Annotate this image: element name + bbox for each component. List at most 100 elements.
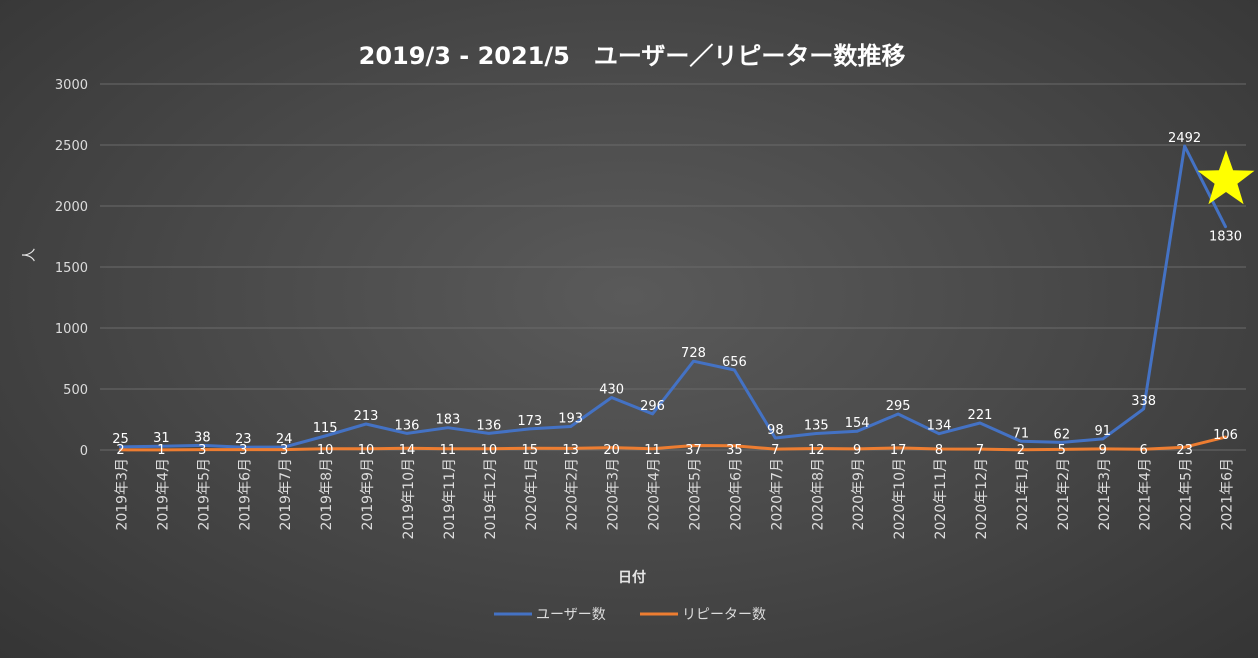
x-tick-label: 2019年10月 bbox=[401, 458, 417, 539]
data-label: 17 bbox=[890, 443, 907, 458]
x-tick-label: 2019年6月 bbox=[237, 458, 253, 531]
data-label: 5 bbox=[1058, 443, 1066, 458]
legend-label: リピーター数 bbox=[682, 607, 766, 623]
x-tick-label: 2020年12月 bbox=[974, 458, 990, 539]
data-label: 15 bbox=[521, 443, 538, 458]
chart-title: 2019/3 - 2021/5 ユーザー／リピーター数推移 bbox=[359, 42, 906, 70]
x-tick-label: 2019年9月 bbox=[360, 458, 376, 531]
star-icon bbox=[1197, 150, 1255, 205]
x-tick-label: 2019年8月 bbox=[319, 458, 335, 531]
x-tick-label: 2019年11月 bbox=[442, 458, 458, 539]
data-label: 193 bbox=[558, 411, 583, 426]
x-tick-label: 2021年2月 bbox=[1056, 458, 1072, 531]
y-tick-label: 0 bbox=[80, 444, 88, 459]
y-tick-label: 1000 bbox=[55, 322, 88, 337]
data-label: 37 bbox=[685, 443, 702, 458]
data-label: 14 bbox=[399, 443, 416, 458]
data-label: 38 bbox=[194, 430, 211, 445]
x-tick-label: 2021年6月 bbox=[1220, 458, 1236, 531]
y-tick-label: 3000 bbox=[55, 78, 88, 93]
x-tick-label: 2019年3月 bbox=[114, 458, 130, 531]
data-label: 35 bbox=[726, 443, 743, 458]
x-tick-label: 2021年4月 bbox=[1138, 458, 1154, 531]
legend: ユーザー数 リピーター数 bbox=[494, 607, 766, 623]
data-label: 9 bbox=[853, 443, 861, 458]
data-label: 3 bbox=[280, 443, 288, 458]
x-tick-label: 2020年8月 bbox=[810, 458, 826, 531]
data-label: 20 bbox=[603, 443, 620, 458]
data-label: 296 bbox=[640, 399, 665, 414]
data-label: 23 bbox=[235, 432, 252, 447]
data-label: 115 bbox=[313, 421, 338, 436]
data-label: 10 bbox=[481, 443, 498, 458]
data-label: 98 bbox=[767, 423, 784, 438]
data-label: 728 bbox=[681, 346, 706, 361]
x-tick-label: 2020年7月 bbox=[769, 458, 785, 531]
x-tick-label: 2020年1月 bbox=[524, 458, 540, 531]
data-label: 338 bbox=[1131, 394, 1156, 409]
x-tick-label: 2020年3月 bbox=[606, 458, 622, 531]
y-axis-ticks: 0 500 1000 1500 2000 2500 3000 bbox=[55, 78, 88, 459]
annotation bbox=[1197, 150, 1255, 205]
series-lines bbox=[119, 144, 1227, 452]
data-label: 3 bbox=[239, 443, 247, 458]
y-tick-label: 500 bbox=[63, 383, 88, 398]
data-label: 3 bbox=[198, 443, 206, 458]
x-axis-ticks: 2019年3月 2019年4月 2019年5月 2019年6月 2019年7月 2019年… bbox=[114, 458, 1235, 539]
y-tick-label: 1500 bbox=[55, 261, 88, 276]
data-label: 221 bbox=[968, 408, 993, 423]
data-label: 2 bbox=[1017, 443, 1025, 458]
data-label: 10 bbox=[317, 443, 334, 458]
data-label: 173 bbox=[517, 414, 542, 429]
data-label: 2492 bbox=[1168, 131, 1201, 146]
data-label: 24 bbox=[276, 432, 293, 447]
data-label: 91 bbox=[1094, 424, 1111, 439]
data-label: 154 bbox=[845, 416, 870, 431]
x-tick-label: 2020年6月 bbox=[728, 458, 744, 531]
data-label: 213 bbox=[354, 409, 379, 424]
data-label: 6 bbox=[1140, 443, 1148, 458]
x-tick-label: 2019年12月 bbox=[483, 458, 499, 539]
x-tick-label: 2019年4月 bbox=[155, 458, 171, 531]
data-label: 135 bbox=[804, 419, 829, 434]
x-tick-label: 2020年5月 bbox=[687, 458, 703, 531]
data-label: 23 bbox=[1176, 443, 1193, 458]
x-tick-label: 2019年5月 bbox=[196, 458, 212, 531]
data-label: 11 bbox=[440, 443, 457, 458]
data-label: 7 bbox=[976, 443, 984, 458]
data-label: 62 bbox=[1054, 427, 1071, 442]
x-tick-label: 2021年3月 bbox=[1097, 458, 1113, 531]
series-line bbox=[119, 435, 1227, 452]
x-axis-label: 日付 bbox=[618, 569, 646, 586]
y-axis-label: 人 bbox=[22, 248, 38, 262]
data-label: 1830 bbox=[1209, 230, 1242, 245]
data-label: 183 bbox=[435, 413, 460, 428]
series-line bbox=[119, 144, 1227, 449]
data-label: 134 bbox=[927, 419, 952, 434]
data-label: 13 bbox=[562, 443, 579, 458]
data-label: 656 bbox=[722, 355, 747, 370]
data-label: 12 bbox=[808, 443, 825, 458]
data-label: 8 bbox=[935, 443, 943, 458]
data-label: 430 bbox=[599, 383, 624, 398]
x-tick-label: 2020年2月 bbox=[565, 458, 581, 531]
x-tick-label: 2020年11月 bbox=[933, 458, 949, 539]
x-tick-label: 2019年7月 bbox=[278, 458, 294, 531]
y-tick-label: 2000 bbox=[55, 200, 88, 215]
data-label: 11 bbox=[644, 443, 661, 458]
data-label: 31 bbox=[153, 431, 170, 446]
x-tick-label: 2020年4月 bbox=[647, 458, 663, 531]
gridlines bbox=[100, 83, 1246, 451]
y-tick-label: 2500 bbox=[55, 139, 88, 154]
legend-label: ユーザー数 bbox=[536, 607, 606, 623]
data-label: 2 bbox=[116, 443, 124, 458]
x-tick-label: 2021年1月 bbox=[1015, 458, 1031, 531]
x-tick-label: 2021年5月 bbox=[1179, 458, 1195, 531]
data-label: 71 bbox=[1013, 426, 1030, 441]
data-label: 136 bbox=[476, 418, 501, 433]
data-label: 10 bbox=[358, 443, 375, 458]
data-label: 25 bbox=[112, 432, 129, 447]
data-label: 295 bbox=[886, 399, 911, 414]
